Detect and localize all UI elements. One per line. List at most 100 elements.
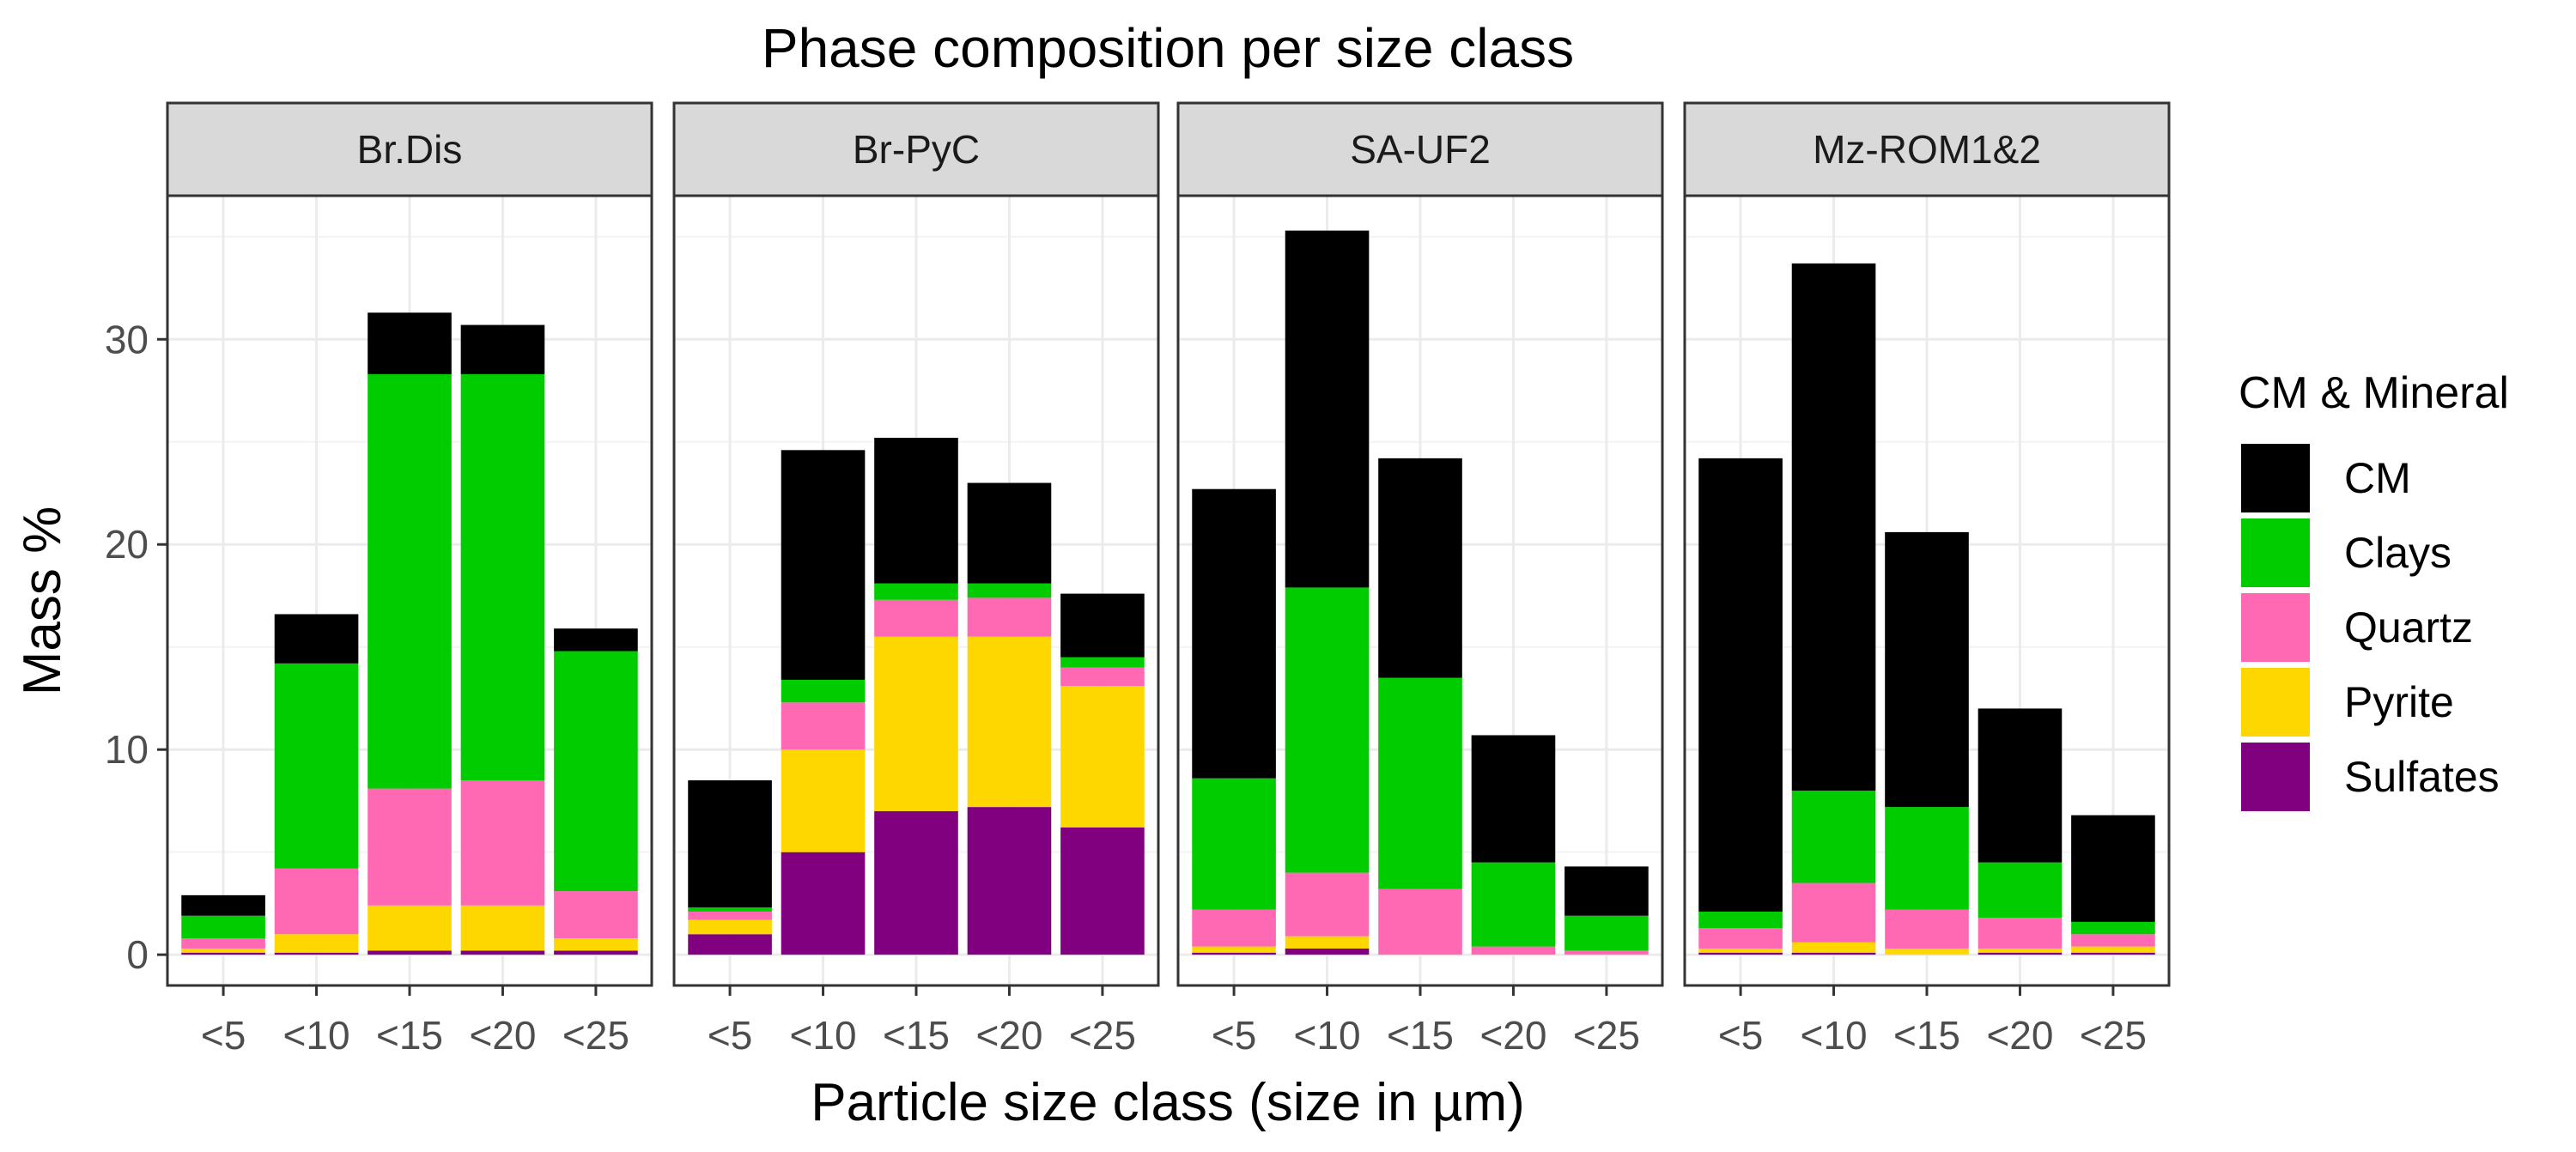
bar-segment-cm <box>1885 531 1969 808</box>
bar-segment-sulfates <box>1698 952 1783 955</box>
bar-segment-quartz <box>1378 888 1462 955</box>
bar-segment-quartz <box>181 938 265 949</box>
bar-segment-cm <box>1285 230 1370 588</box>
bar-segment-cm <box>781 450 866 680</box>
bar-segment-cm <box>554 628 638 652</box>
bar-segment-quartz <box>368 788 452 906</box>
bar-segment-clays <box>2071 921 2155 935</box>
legend-key-clays <box>2241 518 2310 587</box>
bar-segment-pyrite <box>1978 948 2063 953</box>
bar-segment-cm <box>1564 866 1649 916</box>
x-tick-label: <10 <box>1801 1013 1868 1058</box>
bar-segment-sulfates <box>181 952 265 955</box>
x-tick-label: <15 <box>883 1013 950 1058</box>
x-tick-label: <25 <box>562 1013 629 1058</box>
x-tick-label: <20 <box>1986 1013 2053 1058</box>
bar-segment-sulfates <box>688 934 772 955</box>
bar-segment-pyrite <box>781 749 866 852</box>
bar-segment-pyrite <box>1885 948 1969 955</box>
legend-label-sulfates: Sulfates <box>2344 753 2500 801</box>
x-tick-label: <5 <box>708 1013 752 1058</box>
bar-segment-quartz <box>1285 872 1370 937</box>
bar-segment-cm <box>1060 593 1145 658</box>
facet-strip-label: Br-PyC <box>853 127 980 172</box>
x-tick-label: <10 <box>283 1013 350 1058</box>
bar-segment-pyrite <box>874 636 958 811</box>
bar-segment-quartz <box>554 891 638 939</box>
x-tick-label: <15 <box>376 1013 443 1058</box>
facets: Br.Dis <5 <10 <15 <20 <25 Br-PyC <5 <10 <15 <20 <25… <box>166 101 2171 1058</box>
x-tick-label: <5 <box>1718 1013 1763 1058</box>
x-axis-title: Particle size class (size in µm) <box>811 1073 1525 1132</box>
x-tick-label: <10 <box>790 1013 857 1058</box>
bar-segment-cm <box>874 437 958 584</box>
bar-segment-cm <box>368 312 452 374</box>
bar-segment-pyrite <box>688 919 772 935</box>
facet-strip <box>672 101 1160 197</box>
bar-segment-clays <box>1192 778 1276 910</box>
y-axis: 0 10 20 30 <box>105 317 167 977</box>
facet-strip-label: SA-UF2 <box>1350 127 1491 172</box>
bar-segment-quartz <box>2071 934 2155 947</box>
bar-segment-pyrite <box>554 938 638 951</box>
bar-segment-cm <box>967 482 1052 584</box>
bar-segment-quartz <box>874 599 958 637</box>
bar-segment-clays <box>1378 677 1462 889</box>
facet-strip-label: Br.Dis <box>357 127 463 172</box>
bar-segment-clays <box>1060 657 1145 668</box>
bar-segment-quartz <box>781 702 866 750</box>
bar-segment-sulfates <box>1978 952 2063 955</box>
facet-panel: Mz-ROM1&2 <5 <10 <15 <20 <25 <box>1683 101 2171 1058</box>
legend: CM & Mineral CM Clays Quartz Pyrite Sulfates <box>2239 368 2509 811</box>
bar-segment-quartz <box>1791 882 1876 943</box>
bar-segment-quartz <box>1564 950 1649 955</box>
y-tick-label: 30 <box>105 317 149 361</box>
x-tick-label: <25 <box>1069 1013 1136 1058</box>
bar-segment-cm <box>1791 263 1876 791</box>
x-tick-label: <10 <box>1294 1013 1361 1058</box>
x-tick-label: <25 <box>1573 1013 1640 1058</box>
bar-segment-sulfates <box>1192 952 1276 955</box>
bar-segment-clays <box>274 663 359 869</box>
bar-segment-clays <box>688 907 772 912</box>
bar-segment-pyrite <box>1698 948 1783 953</box>
bar-segment-sulfates <box>874 810 958 955</box>
bar-segment-pyrite <box>967 636 1052 808</box>
bar-segment-clays <box>1471 862 1556 947</box>
facet-panel: Br-PyC <5 <10 <15 <20 <25 <box>672 101 1160 1058</box>
bar-segment-quartz <box>274 868 359 935</box>
bar-segment-clays <box>181 915 265 939</box>
bar-segment-clays <box>967 583 1052 598</box>
bar-segment-cm <box>1471 735 1556 863</box>
bar-segment-cm <box>1192 488 1276 779</box>
bar-segment-quartz <box>1698 928 1783 949</box>
bar-segment-clays <box>1791 790 1876 883</box>
bar-segment-pyrite <box>181 948 265 953</box>
bar-segment-cm <box>1978 708 2063 863</box>
x-tick-label: <15 <box>1893 1013 1960 1058</box>
legend-label-pyrite: Pyrite <box>2344 678 2454 726</box>
chart-title: Phase composition per size class <box>762 17 1574 79</box>
bar-segment-sulfates <box>368 950 452 955</box>
bar-segment-sulfates <box>274 952 359 955</box>
bar-segment-clays <box>554 651 638 892</box>
facet-strip-label: Mz-ROM1&2 <box>1813 127 2041 172</box>
bar-segment-clays <box>1564 915 1649 951</box>
bar-segment-sulfates <box>554 950 638 955</box>
bar-segment-quartz <box>460 780 545 906</box>
x-tick-label: <25 <box>2080 1013 2147 1058</box>
legend-title: CM & Mineral <box>2239 368 2509 418</box>
x-tick-label: <15 <box>1387 1013 1454 1058</box>
bar-segment-sulfates <box>460 950 545 955</box>
x-tick-label: <20 <box>1479 1013 1546 1058</box>
bar-segment-pyrite <box>2071 946 2155 953</box>
bar-segment-pyrite <box>368 905 452 951</box>
bar-segment-sulfates <box>1791 952 1876 955</box>
legend-key-quartz <box>2241 593 2310 662</box>
bar-segment-clays <box>1285 587 1370 873</box>
bar-segment-cm <box>688 780 772 908</box>
bar-segment-clays <box>1698 911 1783 929</box>
bar-segment-quartz <box>688 911 772 920</box>
